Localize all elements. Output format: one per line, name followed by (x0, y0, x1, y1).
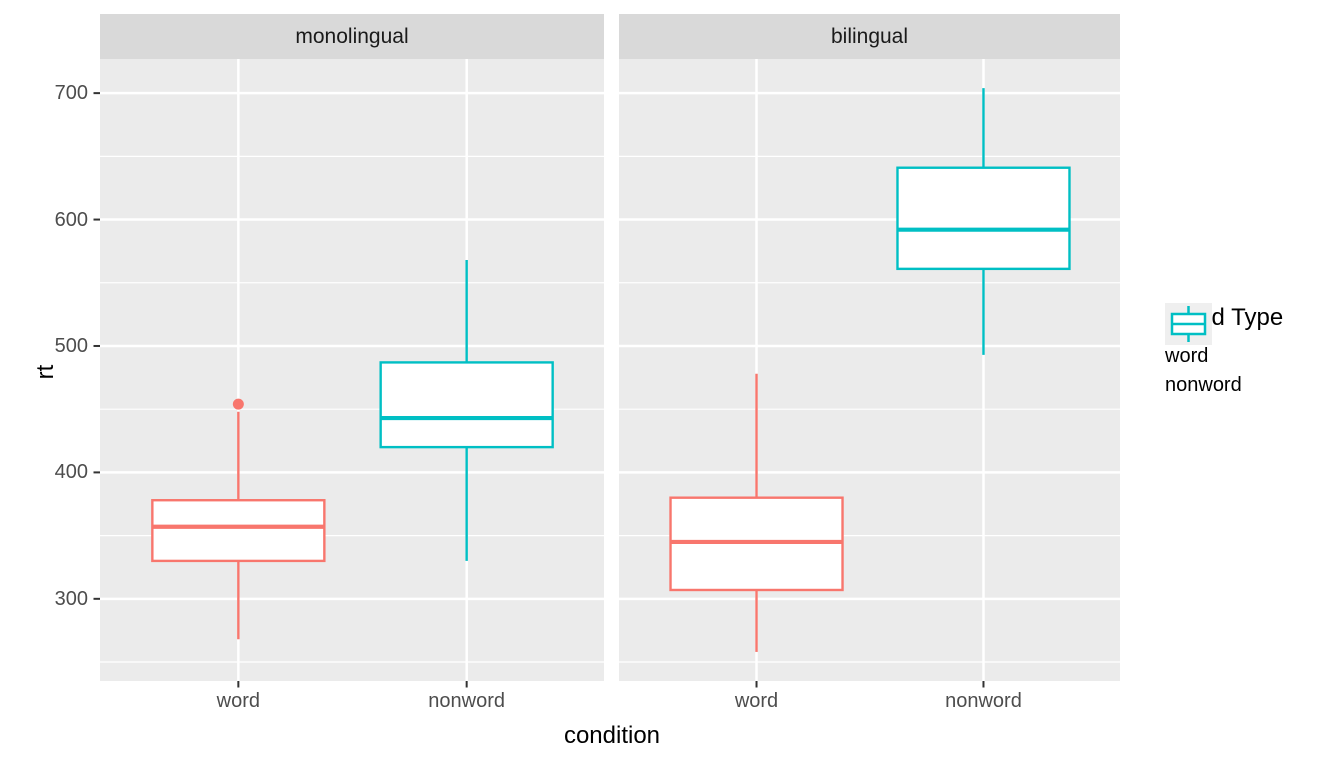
boxplot-box (896, 166, 1071, 271)
x-tick-label: nonword (945, 690, 1022, 712)
legend-label-nonword: nonword (1165, 374, 1242, 396)
facet-strip-bilingual: bilingual (619, 14, 1120, 59)
y-axis-title: rt (32, 364, 59, 380)
boxplot-outlier-point (232, 398, 244, 410)
y-tick-label: 600 (54, 208, 88, 231)
y-tick-label: 400 (54, 461, 88, 484)
y-tick-label: 500 (54, 334, 88, 357)
boxplot-box (379, 361, 554, 449)
x-tick-label: word (734, 690, 779, 712)
legend-entry-word: word (1165, 303, 1343, 368)
legend: Word Type word nonword (1165, 303, 1343, 403)
x-tick-label: nonword (428, 690, 506, 712)
y-tick-label: 700 (54, 82, 88, 105)
boxplot-box (151, 499, 326, 563)
legend-entry-nonword: nonword (1165, 303, 1343, 397)
legend-key-boxplot-glyph-nonword (1165, 303, 1212, 345)
x-tick-label: word (216, 690, 261, 712)
facet-strip-label: bilingual (830, 24, 909, 48)
facet-strip-label: monolingual (295, 24, 409, 48)
facet-strip-monolingual: monolingual (100, 14, 604, 59)
y-tick-label: 300 (54, 587, 88, 610)
x-axis-title: condition (563, 722, 661, 749)
legend-label-word: word (1165, 345, 1209, 367)
